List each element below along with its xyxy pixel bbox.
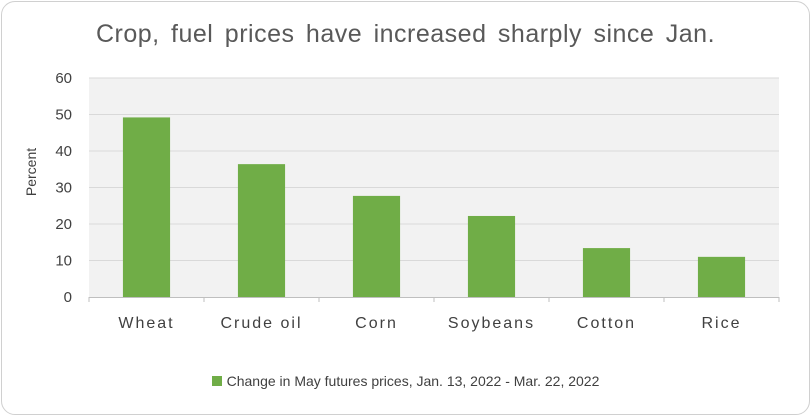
x-tick-label: Wheat bbox=[118, 315, 174, 332]
y-tick-label: 20 bbox=[55, 216, 72, 233]
bar-corn bbox=[352, 195, 401, 297]
bar-rice bbox=[697, 256, 746, 297]
legend-swatch bbox=[211, 376, 222, 386]
x-tick-label: Corn bbox=[355, 315, 398, 332]
x-tick-labels: Wheat Crude oil Corn Soybeans Cotton Rice bbox=[118, 315, 741, 332]
bar-cotton bbox=[582, 248, 631, 297]
bar-wheat bbox=[122, 117, 171, 297]
y-tick-label: 40 bbox=[55, 143, 72, 160]
x-tick-label: Soybeans bbox=[448, 315, 535, 332]
legend-label: Change in May futures prices, Jan. 13, 2… bbox=[226, 373, 600, 389]
y-tick-label: 60 bbox=[55, 70, 72, 87]
legend: Change in May futures prices, Jan. 13, 2… bbox=[0, 373, 811, 389]
y-tick-label: 50 bbox=[55, 107, 72, 124]
y-tick-label: 10 bbox=[55, 253, 72, 270]
y-tick-label: 0 bbox=[64, 289, 72, 306]
bar-crude-oil bbox=[237, 164, 286, 297]
x-axis bbox=[88, 297, 780, 302]
bars bbox=[122, 117, 746, 297]
gridlines bbox=[89, 77, 779, 261]
y-tick-label: 30 bbox=[55, 180, 72, 197]
x-tick-label: Rice bbox=[701, 315, 741, 332]
x-tick-label: Cotton bbox=[577, 315, 636, 332]
x-tick-label: Crude oil bbox=[220, 315, 302, 332]
bar-soybeans bbox=[467, 215, 516, 297]
y-tick-labels: 0 10 20 30 40 50 60 bbox=[55, 70, 72, 306]
chart-title: Crop, fuel prices have increased sharply… bbox=[95, 20, 716, 48]
